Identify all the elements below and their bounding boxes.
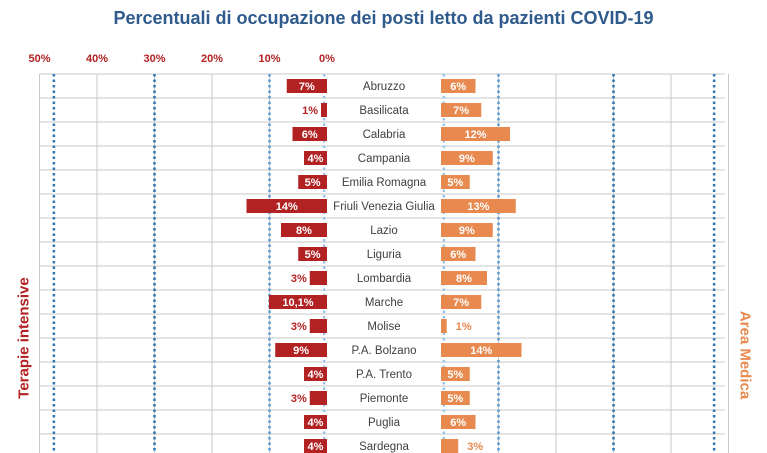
right-axis-label: Area Medica: [736, 310, 754, 400]
right-bar: [441, 127, 510, 141]
left-data-label: 14%: [276, 201, 298, 213]
left-bar: [309, 319, 327, 333]
category-label: Campania: [358, 153, 411, 165]
right-data-label: 6%: [450, 81, 466, 93]
left-bar: [286, 79, 327, 93]
right-bar: [441, 199, 516, 213]
right-data-label: 12%: [464, 129, 486, 141]
category-label: Piemonte: [360, 393, 409, 405]
category-label: Sardegna: [359, 441, 409, 453]
left-bar: [298, 247, 327, 261]
x-tick-label: 0%: [319, 53, 335, 65]
category-label: Basilicata: [359, 105, 409, 117]
right-data-label: 5%: [447, 393, 463, 405]
right-bar: [441, 271, 487, 285]
right-bar: [441, 223, 493, 237]
right-bar: [441, 247, 476, 261]
category-label: Lazio: [370, 225, 398, 237]
right-bar: [441, 103, 482, 117]
right-data-label: 8%: [456, 273, 472, 285]
right-data-label: 9%: [459, 153, 475, 165]
right-bar: [441, 391, 470, 405]
right-bar: [441, 295, 482, 309]
x-tick-label: 40%: [86, 53, 108, 65]
left-data-label: 4%: [308, 153, 324, 165]
left-bar: [281, 223, 327, 237]
right-bar: [441, 79, 476, 93]
category-label: P.A. Trento: [356, 369, 412, 381]
chart-title: Percentuali di occupazione dei posti let…: [113, 8, 654, 28]
left-data-label: 5%: [305, 249, 321, 261]
left-bar: [304, 367, 327, 381]
right-bar: [441, 175, 470, 189]
x-tick-label: 30%: [143, 53, 165, 65]
category-label: Puglia: [368, 417, 401, 429]
left-data-label: 8%: [296, 225, 312, 237]
right-data-label: 6%: [450, 417, 466, 429]
right-data-label: 14%: [470, 345, 492, 357]
right-data-label: 13%: [467, 201, 489, 213]
left-data-label: 9%: [293, 345, 309, 357]
right-bar: [441, 415, 476, 429]
left-bar: [304, 415, 327, 429]
right-bar: [441, 151, 493, 165]
category-label: Lombardia: [357, 273, 412, 285]
right-data-label: 3%: [467, 441, 483, 453]
left-data-label: 1%: [302, 105, 318, 117]
right-bar: [441, 439, 459, 453]
right-bar: [441, 367, 470, 381]
right-data-label: 9%: [459, 225, 475, 237]
x-tick-label: 20%: [201, 53, 223, 65]
category-label: Emilia Romagna: [342, 177, 427, 189]
left-data-label: 3%: [291, 321, 307, 333]
left-data-label: 3%: [291, 273, 307, 285]
category-label: Calabria: [363, 129, 406, 141]
left-bar: [304, 151, 327, 165]
right-data-label: 5%: [447, 369, 463, 381]
left-bar: [321, 103, 327, 117]
category-label: P.A. Bolzano: [351, 345, 416, 357]
category-label: Liguria: [367, 249, 402, 261]
right-data-label: 1%: [456, 321, 472, 333]
left-bar: [309, 271, 327, 285]
left-data-label: 3%: [291, 393, 307, 405]
left-bar: [268, 295, 327, 309]
right-data-label: 7%: [453, 105, 469, 117]
left-data-label: 7%: [299, 81, 315, 93]
left-bar: [292, 127, 327, 141]
right-data-label: 7%: [453, 297, 469, 309]
right-bar: [441, 343, 522, 357]
left-bar: [275, 343, 327, 357]
left-data-label: 4%: [308, 369, 324, 381]
right-data-label: 6%: [450, 249, 466, 261]
category-label: Friuli Venezia Giulia: [333, 201, 435, 213]
left-data-label: 5%: [305, 177, 321, 189]
category-label: Molise: [367, 321, 400, 333]
left-data-label: 4%: [308, 441, 324, 453]
left-bar: [309, 391, 327, 405]
left-data-label: 6%: [302, 129, 318, 141]
left-data-label: 10,1%: [282, 297, 313, 309]
left-bar: [304, 439, 327, 453]
category-label: Abruzzo: [363, 81, 405, 93]
x-tick-label: 10%: [258, 53, 280, 65]
left-bar: [246, 199, 327, 213]
x-tick-label: 50%: [28, 53, 50, 65]
left-data-label: 4%: [308, 417, 324, 429]
left-bar: [298, 175, 327, 189]
right-data-label: 5%: [447, 177, 463, 189]
category-label: Marche: [365, 297, 403, 309]
left-axis-label: Terapie intensive: [15, 277, 33, 399]
right-bar: [441, 319, 447, 333]
